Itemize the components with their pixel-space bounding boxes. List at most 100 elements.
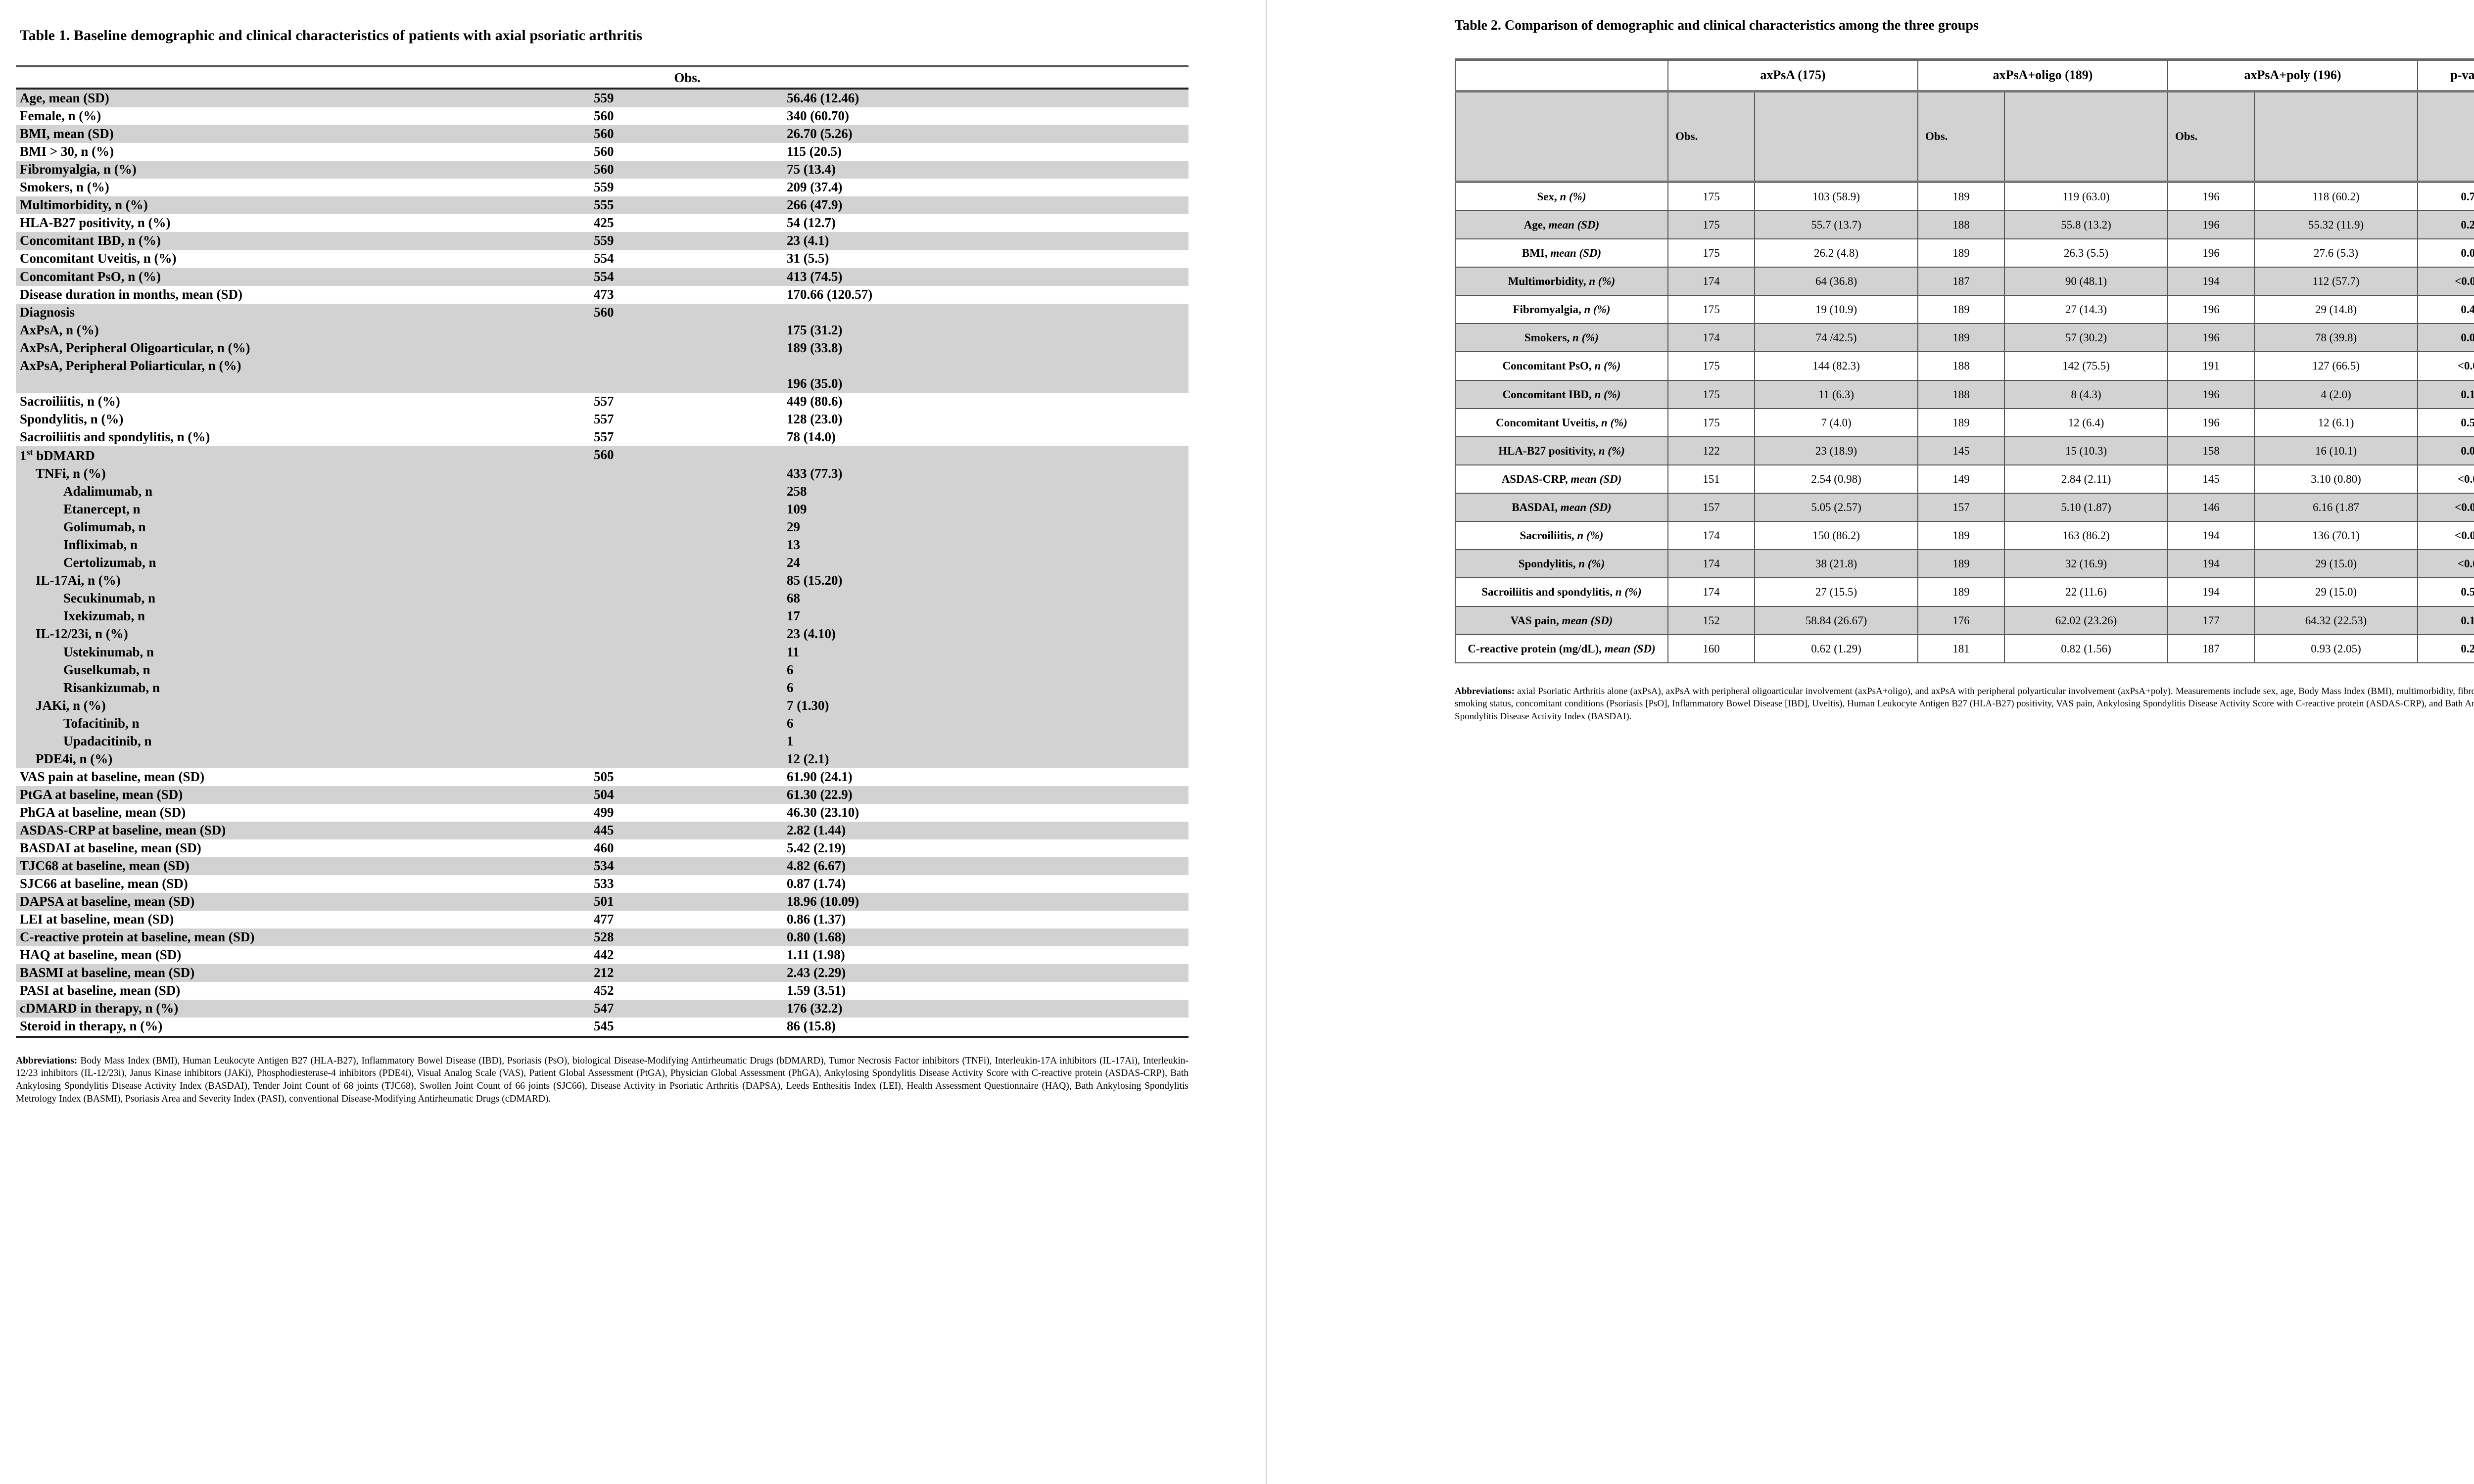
table-row: BASDAI, mean (SD) 157 5.05 (2.57) 157 5.10 (…	[1455, 493, 2474, 522]
table-row: ASDAS-CRP at baseline, mean (SD) 445 2.82 …	[16, 821, 1189, 840]
table2-cell-pvalue: 0.21	[2417, 634, 2474, 663]
table1-cell-obs	[590, 625, 783, 644]
table1-cell-value: 6	[783, 714, 1189, 733]
table1-cell-value: 0.87 (1.74)	[787, 876, 846, 891]
table1-cell-label: Certolizumab, n	[16, 554, 590, 572]
table1-cell-obs: 499	[594, 804, 614, 820]
table-row: Steroid in therapy, n (%) 545 86 (15.8)	[16, 1018, 1189, 1038]
table1-cell-value: 4.82 (6.67)	[783, 857, 1189, 876]
table1-cell-obs	[590, 374, 783, 393]
table2-cell-pvalue: 0.12	[2417, 605, 2474, 635]
table2-cell-obs: 175	[1667, 408, 1755, 437]
table1-cell-label: Multimorbidity, n (%)	[16, 196, 590, 215]
table1-cell-value: 175 (31.2)	[783, 321, 1189, 339]
table2-cell-label: C-reactive protein (mg/dL), mean (SD)	[1455, 634, 1668, 663]
table2-cell-label: Concomitant IBD, n (%)	[1455, 379, 1668, 409]
table1-cell-label: PDE4i, n (%)	[16, 750, 590, 768]
table2-cell-obs: 194	[2167, 549, 2255, 579]
table1-cell-value: 54 (12.7)	[787, 215, 836, 231]
table2-cell-value: 64.32 (22.53)	[2254, 605, 2419, 635]
table2-cell-obs: 181	[1917, 634, 2005, 663]
table2-cell-value: 7 (4.0)	[1754, 408, 1919, 437]
table1-cell-label: ASDAS-CRP at baseline, mean (SD)	[16, 821, 590, 840]
table1-cell-value: 24	[783, 554, 1189, 572]
table1-cell-obs	[590, 501, 783, 519]
table2-cell-obs: 177	[2167, 605, 2255, 635]
table2-cell-obs: 189	[1917, 238, 2005, 268]
table2-cell-obs: 189	[1917, 295, 2005, 325]
table2-cell-pvalue: 0.49	[2417, 295, 2474, 325]
table-row: TNFi, n (%) 433 (77.3)	[16, 465, 1189, 483]
table1-cell-label: TJC68 at baseline, mean (SD)	[16, 857, 590, 876]
table1-cell-value: 2.82 (1.44)	[783, 821, 1189, 840]
table1-cell-label: Concomitant PsO, n (%)	[16, 268, 590, 286]
table2-cell-pvalue: <0.001	[2417, 521, 2474, 551]
table-row: BASDAI at baseline, mean (SD) 460 5.42 (2.…	[16, 839, 1189, 857]
table2-abbreviations-label: Abbreviations:	[1455, 686, 1515, 696]
table-row: JAKi, n (%) 7 (1.30)	[16, 696, 1189, 715]
table2-cell-value: 119 (63.0)	[2004, 181, 2169, 211]
table-row: HLA-B27 positivity, n (%) 122 23 (18.9) 145…	[1455, 436, 2474, 465]
table2-cell-obs: 191	[2167, 351, 2255, 381]
table2-header-axpsa-oligo: axPsA+oligo (189)	[1917, 58, 2169, 92]
table-row: PDE4i, n (%) 12 (2.1)	[16, 750, 1189, 768]
table2-cell-label: Sex, n (%)	[1455, 181, 1668, 211]
table1-cell-obs: 559	[590, 89, 783, 108]
table-row: Fibromyalgia, n (%) 175 19 (10.9) 189 27 (14…	[1455, 295, 2474, 325]
table-row: Smokers, n (%) 559 209 (37.4)	[16, 179, 1189, 196]
table-row: Spondylitis, n (%) 557 128 (23.0)	[16, 411, 1189, 428]
column-divider	[1266, 0, 1267, 1484]
table2-cell-obs: 175	[1667, 295, 1755, 325]
table2-group-header-row: axPsA (175) axPsA+oligo (189) axPsA+poly…	[1455, 58, 2474, 92]
table1-cell-value: 23 (4.1)	[783, 232, 1189, 250]
table2-cell-obs: 194	[2167, 521, 2255, 551]
table1-cell-label: TNFi, n (%)	[16, 465, 590, 483]
table1-header-blank	[16, 65, 590, 90]
table1-cell-label: Ustekinumab, n	[16, 643, 590, 661]
table2-cell-obs: 194	[2167, 577, 2255, 607]
table1-cell-obs: 477	[594, 912, 614, 927]
table1-cell-label: C-reactive protein at baseline, mean (SD…	[16, 928, 590, 947]
table2-cell-value: 11 (6.3)	[1754, 379, 1919, 409]
table2-cell-obs: 189	[1917, 577, 2005, 607]
table-row: PASI at baseline, mean (SD) 452 1.59 (3.51…	[16, 982, 1189, 1000]
table2-cell-obs: 196	[2167, 408, 2255, 437]
table1-cell-value: 11	[783, 643, 1189, 661]
table-row: BMI > 30, n (%) 560 115 (20.5)	[16, 143, 1189, 161]
table1-cell-value: 189 (33.8)	[783, 339, 1189, 357]
table1-cell-value: 17	[783, 607, 1189, 626]
table2-cell-value: 22 (11.6)	[2004, 577, 2169, 607]
table1-cell-obs: 547	[590, 1000, 783, 1018]
table1-cell-label: Upadacitinib, n	[16, 732, 590, 750]
table-row: BMI, mean (SD) 560 26.70 (5.26)	[16, 125, 1189, 143]
table1-cell-value: 7 (1.30)	[783, 696, 1189, 715]
table-row: Age, mean (SD) 559 56.46 (12.46)	[16, 89, 1189, 108]
table1-cell-obs: 504	[590, 786, 783, 804]
table2-cell-obs: 157	[1667, 493, 1755, 522]
table2-cell-label: Concomitant PsO, n (%)	[1455, 351, 1668, 381]
table1-cell-obs: 445	[590, 821, 783, 840]
table1-abbreviations: Abbreviations: Body Mass Index (BMI), Hu…	[16, 1055, 1189, 1106]
table1-cell-label: IL-17Ai, n (%)	[16, 572, 590, 590]
table2-cell-label: Age, mean (SD)	[1455, 210, 1668, 239]
table2-cell-pvalue: 0.12	[2417, 379, 2474, 409]
table1-title: Table 1. Baseline demographic and clinic…	[20, 27, 643, 44]
table1-cell-value: 209 (37.4)	[787, 180, 843, 195]
table2-cell-value: 58.84 (26.67)	[1754, 605, 1919, 635]
table1-cell-label: Sacroiliitis, n (%)	[20, 393, 120, 409]
table-row: Etanercept, n 109	[16, 501, 1189, 519]
table2-cell-obs: 122	[1667, 436, 1755, 465]
table1-cell-label: Age, mean (SD)	[16, 89, 590, 108]
table1-cell-obs	[590, 572, 783, 590]
table1-cell-obs	[590, 607, 783, 626]
table2-cell-value: 29 (14.8)	[2254, 295, 2419, 325]
table1-cell-obs: 555	[590, 196, 783, 215]
table2-cell-value: 23 (18.9)	[1754, 436, 1919, 465]
table2-cell-value: 27 (15.5)	[1754, 577, 1919, 607]
table1-head: Obs.	[16, 65, 1189, 90]
table2-abbreviations-text: axial Psoriatic Arthritis alone (axPsA),…	[1455, 686, 2474, 722]
table1-cell-label: Golimumab, n	[16, 518, 590, 537]
table-row: HLA-B27 positivity, n (%) 425 54 (12.7)	[16, 214, 1189, 232]
table2-cell-value: 0.93 (2.05)	[2254, 634, 2419, 663]
